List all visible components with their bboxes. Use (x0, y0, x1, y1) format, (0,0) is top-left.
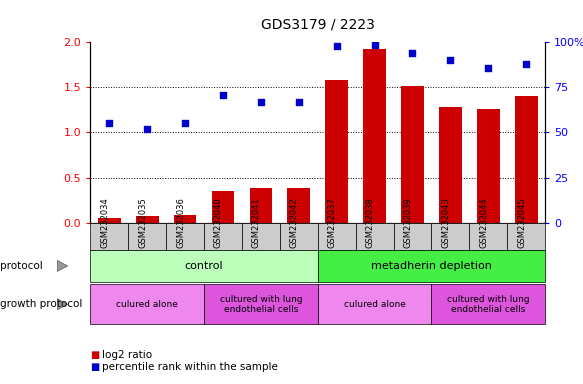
Text: protocol: protocol (0, 261, 43, 271)
Text: ■: ■ (90, 350, 100, 360)
Point (370, 42, 379, 48)
Point (218, 91, 227, 98)
Bar (250, 189, 272, 223)
Text: culured alone: culured alone (116, 300, 178, 309)
Text: culured alone: culured alone (343, 300, 406, 309)
Text: GSM232039: GSM232039 (403, 197, 413, 248)
Text: GSM232034: GSM232034 (100, 197, 110, 248)
Bar (363, 48, 386, 223)
Point (332, 43, 342, 49)
Bar (212, 191, 234, 223)
Text: GSM232041: GSM232041 (252, 197, 261, 248)
Text: ■: ■ (90, 362, 100, 372)
Point (294, 99, 303, 105)
Bar (325, 80, 348, 223)
Text: GSM232036: GSM232036 (176, 197, 185, 248)
Text: GSM232043: GSM232043 (441, 197, 450, 248)
Point (142, 126, 152, 132)
Text: GSM232044: GSM232044 (479, 197, 489, 248)
Bar (439, 107, 462, 223)
Point (483, 65, 493, 71)
Text: growth protocol: growth protocol (0, 299, 82, 310)
Point (522, 61, 531, 67)
Point (408, 50, 417, 56)
Polygon shape (57, 299, 68, 310)
Text: GSM232038: GSM232038 (366, 197, 375, 248)
Text: control: control (185, 261, 223, 271)
Text: GSM232035: GSM232035 (138, 197, 147, 248)
Polygon shape (57, 260, 68, 271)
Text: GSM232042: GSM232042 (290, 197, 298, 248)
Text: cultured with lung
endothelial cells: cultured with lung endothelial cells (220, 295, 302, 314)
Bar (477, 109, 500, 223)
Text: percentile rank within the sample: percentile rank within the sample (102, 362, 278, 372)
Bar (287, 189, 310, 223)
Text: cultured with lung
endothelial cells: cultured with lung endothelial cells (447, 295, 529, 314)
Bar (98, 218, 121, 223)
Text: GSM232037: GSM232037 (328, 197, 337, 248)
Text: GDS3179 / 2223: GDS3179 / 2223 (261, 17, 375, 31)
Text: GSM232040: GSM232040 (214, 197, 223, 248)
Point (105, 121, 114, 127)
Point (181, 121, 190, 127)
Bar (136, 215, 159, 223)
Point (445, 57, 455, 63)
Text: log2 ratio: log2 ratio (102, 350, 152, 360)
Bar (174, 215, 196, 223)
Text: metadherin depletion: metadherin depletion (371, 261, 492, 271)
Text: GSM232045: GSM232045 (517, 197, 526, 248)
Bar (515, 96, 538, 223)
Point (256, 99, 265, 105)
Bar (401, 86, 424, 223)
